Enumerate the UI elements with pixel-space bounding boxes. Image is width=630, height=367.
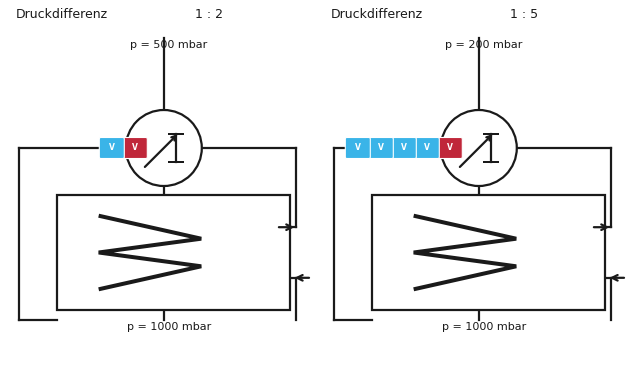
FancyBboxPatch shape	[415, 138, 439, 159]
Text: V: V	[424, 143, 430, 153]
FancyBboxPatch shape	[345, 138, 370, 159]
Text: 1 : 5: 1 : 5	[510, 8, 539, 21]
FancyBboxPatch shape	[437, 138, 462, 159]
Text: V: V	[132, 143, 138, 153]
FancyBboxPatch shape	[122, 138, 147, 159]
Text: V: V	[447, 143, 453, 153]
Text: V: V	[401, 143, 407, 153]
Text: Druckdifferenz: Druckdifferenz	[16, 8, 108, 21]
Text: 1 : 2: 1 : 2	[195, 8, 223, 21]
Text: V: V	[355, 143, 361, 153]
Text: p = 500 mbar: p = 500 mbar	[130, 40, 207, 50]
Text: V: V	[378, 143, 384, 153]
Text: p = 1000 mbar: p = 1000 mbar	[442, 322, 526, 332]
Circle shape	[441, 110, 517, 186]
Text: Druckdifferenz: Druckdifferenz	[331, 8, 423, 21]
FancyBboxPatch shape	[100, 138, 124, 159]
Text: p = 200 mbar: p = 200 mbar	[445, 40, 522, 50]
FancyBboxPatch shape	[369, 138, 393, 159]
Bar	[372, 195, 605, 310]
FancyBboxPatch shape	[391, 138, 416, 159]
Text: V: V	[109, 143, 115, 153]
Circle shape	[126, 110, 202, 186]
Text: p = 1000 mbar: p = 1000 mbar	[127, 322, 211, 332]
Bar	[57, 195, 290, 310]
